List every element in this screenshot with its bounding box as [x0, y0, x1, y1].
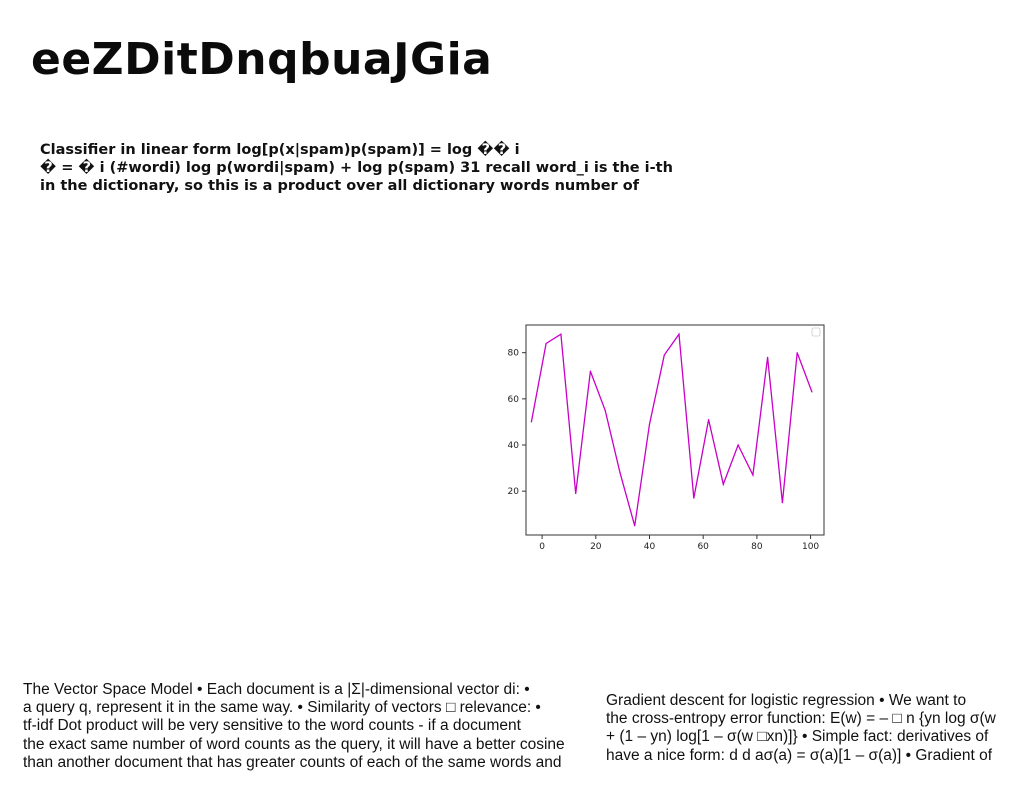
data-point: [797, 352, 798, 353]
data-point: [723, 484, 724, 485]
data-point: [752, 474, 753, 475]
data-point: [619, 472, 620, 473]
data-point: [678, 334, 679, 335]
data-point: [575, 493, 576, 494]
y-tick-label: 40: [508, 441, 520, 451]
y-tick-label: 60: [508, 395, 520, 405]
x-tick-label: 20: [590, 542, 602, 552]
x-tick-label: 100: [802, 542, 819, 552]
y-tick-label: 80: [508, 349, 520, 359]
classifier-paragraph: Classifier in linear form log[p(x|spam)p…: [40, 141, 680, 195]
data-point: [546, 343, 547, 344]
paragraph-line: a query q, represent it in the same way.…: [23, 699, 593, 717]
data-point: [664, 354, 665, 355]
paragraph-line: Classifier in linear form log[p(x|spam)p…: [40, 141, 680, 159]
data-point: [782, 502, 783, 503]
paragraph-line: + (1 – yn) log[1 – σ(w □xn)]} • Simple f…: [606, 728, 1016, 746]
data-point: [634, 525, 635, 526]
x-tick-label: 0: [539, 542, 545, 552]
page-title: eeZDitDnqbuaJGia: [31, 30, 492, 90]
data-point: [693, 497, 694, 498]
x-tick-label: 80: [751, 542, 763, 552]
data-point: [737, 444, 738, 445]
legend-box: [812, 328, 820, 336]
paragraph-line: than another document that has greater c…: [23, 754, 593, 772]
data-point: [590, 371, 591, 372]
paragraph-line: the exact same number of word counts as …: [23, 736, 593, 754]
paragraph-line: � = � i (#wordi) log p(wordi|spam) + log…: [40, 159, 680, 177]
paragraph-line: tf-idf Dot product will be very sensitiv…: [23, 717, 593, 735]
paragraph-line: The Vector Space Model • Each document i…: [23, 681, 593, 699]
y-tick-label: 20: [508, 487, 520, 497]
paragraph-line: in the dictionary, so this is a product …: [40, 177, 680, 195]
data-point: [605, 410, 606, 411]
series-line: [531, 334, 812, 526]
paragraph-line: have a nice form: d d aσ(a) = σ(a)[1 – σ…: [606, 747, 1016, 765]
data-point: [560, 334, 561, 335]
data-point: [531, 421, 532, 422]
data-point: [708, 419, 709, 420]
line-chart: 0 20 40 60 80 100 20 40 60 80: [496, 318, 836, 554]
x-tick-label: 60: [697, 542, 709, 552]
data-point: [767, 357, 768, 358]
data-point: [649, 424, 650, 425]
vector-space-paragraph: The Vector Space Model • Each document i…: [23, 681, 593, 772]
paragraph-line: the cross-entropy error function: E(w) =…: [606, 710, 1016, 728]
gradient-descent-paragraph: Gradient descent for logistic regression…: [606, 692, 1016, 765]
x-tick-label: 40: [644, 542, 656, 552]
plot-frame: [526, 325, 824, 535]
data-point: [811, 391, 812, 392]
paragraph-line: Gradient descent for logistic regression…: [606, 692, 1016, 710]
